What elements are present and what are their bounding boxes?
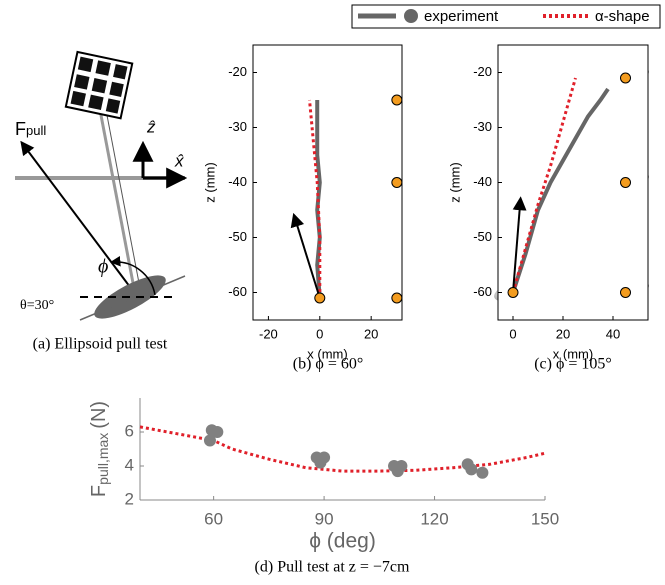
legend-dot [404,9,418,23]
plot-area [140,398,545,500]
caption: (a) Ellipsoid pull test [33,336,168,353]
arrow [290,212,321,299]
x-tick-label: 20 [364,326,378,341]
pole [105,109,140,284]
x-axis-label: ϕ (deg) [309,530,376,553]
point [476,466,489,479]
point [211,426,224,438]
x-tick-label: -20 [259,326,278,341]
y-axis-label-sub: pull,max [95,433,111,485]
marker-board [64,50,134,120]
x-axis-label: x (mm) [553,346,593,361]
point [314,292,326,304]
diagram: Fpull ẑ x̂ ϕ θ=30° (a) Ellipsoid pull te… [15,50,188,353]
theta-label: θ=30° [20,298,54,313]
pole [98,109,135,284]
force-arrow [20,140,131,288]
y-axis-label-unit: (N) [88,401,110,429]
force-subscript: pull [26,123,46,138]
y-tick-label: -20 [473,64,492,79]
point [318,451,331,464]
point [620,72,631,84]
x-tick-label: 90 [315,509,334,528]
point [620,177,631,188]
arrow [512,196,527,293]
y-tick-label: -20 [228,64,247,79]
point [465,463,478,476]
x-tick-label: 60 [204,509,223,528]
point [507,287,519,298]
caption: (c) ϕ = 105° [534,356,612,373]
y-tick-label: -30 [228,119,247,134]
y-axis-label: z (mm) [447,162,462,202]
y-axis-label: z (mm) [202,162,217,202]
ellipsoid-axis [79,275,186,321]
y-tick-label: 2 [125,489,134,508]
force-label: F [15,119,26,139]
point [203,434,216,447]
y-tick-label: -40 [228,174,247,189]
y-tick-label: -60 [473,284,492,299]
x-tick-label: 0 [509,326,516,341]
x-axis-label: x (mm) [307,346,347,361]
phi-arc [109,256,156,296]
plot-area [252,44,403,321]
y-tick-label: -40 [473,174,492,189]
y-tick-label: 4 [125,455,134,474]
y-tick-label: -50 [228,229,247,244]
x-tick-label: 0 [316,326,323,341]
y-tick-label: -50 [473,229,492,244]
series-line [308,99,322,298]
x-tick-label: 40 [606,326,620,341]
x-tick-label: 20 [556,326,570,341]
phi-label: ϕ [98,256,108,278]
y-axis-label: Fpull,max (N) [88,401,110,497]
force-label: Fpull [15,119,46,139]
point [391,292,403,304]
point [395,460,408,472]
legend-label: experiment [424,8,499,25]
series-line [511,87,610,294]
x-tick-label: 120 [420,509,448,528]
point [620,287,631,298]
x-axis-label: x̂ [174,151,184,170]
y-axis-label: F [88,485,110,497]
y-tick-label: -30 [473,119,492,134]
y-tick-label: -60 [228,284,247,299]
series-line [315,100,322,299]
legend-label: α-shape [595,8,650,25]
caption: (b) ϕ = 60° [293,356,364,373]
z-axis-label: ẑ [146,117,156,136]
point [391,177,403,188]
x-tick-label: 150 [531,509,559,528]
caption: (d) Pull test at z = −7cm [255,559,410,576]
legend-box [351,4,661,29]
y-tick-label: 6 [125,421,134,440]
series-line [511,77,577,293]
point [391,94,403,106]
